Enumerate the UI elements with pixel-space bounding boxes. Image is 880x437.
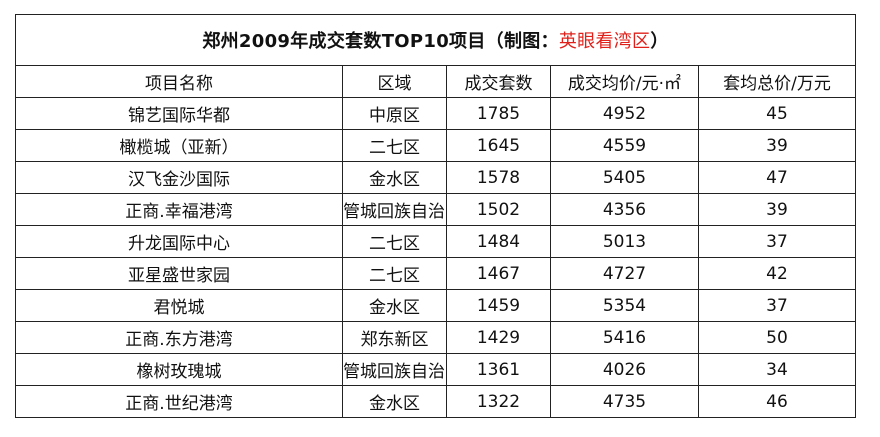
avg-total-cell: 39 (698, 129, 856, 162)
top10-table-sheet: 郑州2009年成交套数TOP10项目（制图：英眼看湾区） 项目名称 区域 成交套… (15, 14, 856, 418)
table-row: 君悦城 金水区 1459 5354 37 (15, 289, 856, 322)
table-row: 汉飞金沙国际 金水区 1578 5405 47 (15, 161, 856, 194)
table-row: 正商.东方港湾 郑东新区 1429 5416 50 (15, 321, 856, 354)
title-author: 英眼看湾区 (558, 31, 651, 52)
units-sold-cell: 1467 (446, 257, 551, 290)
district-cell: 中原区 (342, 97, 447, 130)
avg-total-cell: 39 (698, 193, 856, 226)
avg-price-cell: 4026 (550, 353, 699, 386)
avg-total-cell: 50 (698, 321, 856, 354)
district-cell: 管城回族自治区 (342, 353, 447, 386)
project-name-cell: 升龙国际中心 (15, 225, 343, 258)
table-row: 正商.世纪港湾 金水区 1322 4735 46 (15, 385, 856, 418)
district-cell: 管城回族自治区 (342, 193, 447, 226)
district-cell: 金水区 (342, 289, 447, 322)
header-avg-total: 套均总价/万元 (698, 65, 856, 98)
district-cell: 二七区 (342, 225, 447, 258)
units-sold-cell: 1578 (446, 161, 551, 194)
table-row: 升龙国际中心 二七区 1484 5013 37 (15, 225, 856, 258)
district-cell: 二七区 (342, 257, 447, 290)
table-row: 亚星盛世家园 二七区 1467 4727 42 (15, 257, 856, 290)
avg-total-cell: 42 (698, 257, 856, 290)
avg-price-cell: 4727 (550, 257, 699, 290)
units-sold-cell: 1645 (446, 129, 551, 162)
top10-table: 郑州2009年成交套数TOP10项目（制图：英眼看湾区） 项目名称 区域 成交套… (15, 14, 856, 418)
avg-price-cell: 5013 (550, 225, 699, 258)
avg-total-cell: 37 (698, 289, 856, 322)
table-row: 橄榄城（亚新） 二七区 1645 4559 39 (15, 129, 856, 162)
header-avg-price: 成交均价/元·㎡ (550, 65, 699, 98)
avg-total-cell: 47 (698, 161, 856, 194)
table-row: 橡树玫瑰城管城回族自治区1361402634 (15, 353, 856, 386)
district-cell: 郑东新区 (342, 321, 447, 354)
avg-total-cell: 46 (698, 385, 856, 418)
table-title: 郑州2009年成交套数TOP10项目（制图：英眼看湾区） (15, 14, 856, 66)
project-name-cell: 汉飞金沙国际 (15, 161, 343, 194)
avg-price-cell: 4952 (550, 97, 699, 130)
avg-total-cell: 34 (698, 353, 856, 386)
project-name-cell: 正商.幸福港湾 (15, 193, 343, 226)
units-sold-cell: 1502 (446, 193, 551, 226)
avg-price-cell: 5405 (550, 161, 699, 194)
project-name-cell: 锦艺国际华都 (15, 97, 343, 130)
units-sold-cell: 1785 (446, 97, 551, 130)
title-main: 郑州2009年成交套数TOP10项目（制图： (202, 31, 559, 52)
project-name-cell: 正商.东方港湾 (15, 321, 343, 354)
project-name-cell: 君悦城 (15, 289, 343, 322)
project-name-cell: 正商.世纪港湾 (15, 385, 343, 418)
units-sold-cell: 1322 (446, 385, 551, 418)
header-district: 区域 (342, 65, 447, 98)
header-project-name: 项目名称 (15, 65, 343, 98)
district-cell: 金水区 (342, 161, 447, 194)
district-cell: 二七区 (342, 129, 447, 162)
project-name-cell: 橡树玫瑰城 (15, 353, 343, 386)
title-close: ） (650, 31, 669, 52)
table-row: 锦艺国际华都 中原区 1785 4952 45 (15, 97, 856, 130)
units-sold-cell: 1429 (446, 321, 551, 354)
project-name-cell: 亚星盛世家园 (15, 257, 343, 290)
avg-price-cell: 4559 (550, 129, 699, 162)
units-sold-cell: 1484 (446, 225, 551, 258)
units-sold-cell: 1459 (446, 289, 551, 322)
table-row: 正商.幸福港湾管城回族自治区1502435639 (15, 193, 856, 226)
units-sold-cell: 1361 (446, 353, 551, 386)
avg-total-cell: 37 (698, 225, 856, 258)
district-cell: 金水区 (342, 385, 447, 418)
avg-price-cell: 4356 (550, 193, 699, 226)
header-units-sold: 成交套数 (446, 65, 551, 98)
avg-price-cell: 5416 (550, 321, 699, 354)
project-name-cell: 橄榄城（亚新） (15, 129, 343, 162)
avg-total-cell: 45 (698, 97, 856, 130)
header-row: 项目名称 区域 成交套数 成交均价/元·㎡ 套均总价/万元 (15, 65, 856, 98)
avg-price-cell: 4735 (550, 385, 699, 418)
avg-price-cell: 5354 (550, 289, 699, 322)
